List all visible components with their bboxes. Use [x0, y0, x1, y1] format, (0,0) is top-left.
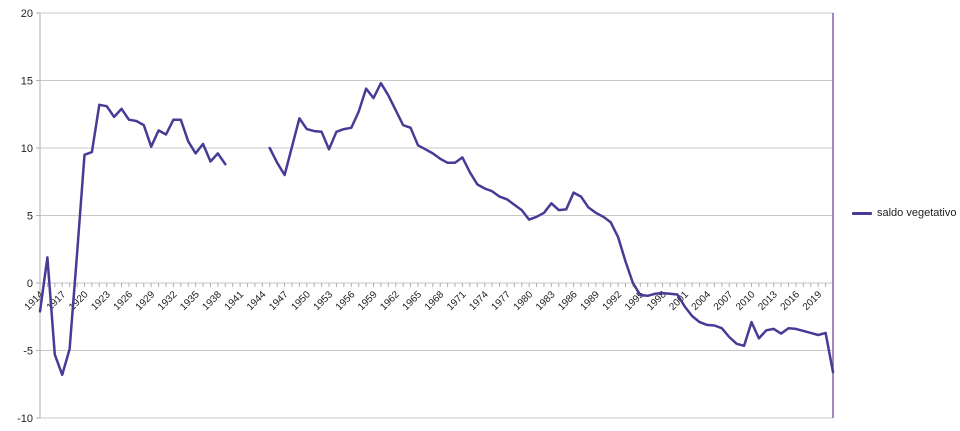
series-saldo-vegetativo-line: [38, 81, 835, 377]
x-axis-label-1941: 1941: [223, 289, 247, 313]
y-axis-label-15: 15: [21, 76, 33, 88]
x-axis-label-1947: 1947: [267, 289, 291, 313]
x-axis-label-1980: 1980: [512, 289, 536, 313]
x-axis-label-1920: 1920: [67, 289, 91, 313]
x-axis-label-1935: 1935: [178, 289, 202, 313]
x-axis-label-2007: 2007: [712, 289, 736, 313]
y-axis-label-20: 20: [21, 8, 33, 20]
y-axis-label-5: 5: [27, 211, 33, 223]
x-axis-label-1986: 1986: [556, 289, 580, 313]
legend[interactable]: saldo vegetativo: [852, 207, 957, 219]
x-axis-label-1959: 1959: [356, 289, 380, 313]
x-axis-label-1956: 1956: [334, 289, 358, 313]
x-axis-label-1974: 1974: [467, 289, 491, 313]
y-axis-label-0: 0: [27, 278, 33, 290]
y-axis-label-10: 10: [21, 143, 33, 155]
legend-line-swatch: [852, 211, 872, 215]
x-axis-label-1992: 1992: [601, 289, 625, 313]
x-axis-label-1977: 1977: [490, 289, 514, 313]
x-axis-label-1923: 1923: [89, 289, 113, 313]
x-axis-label-1989: 1989: [578, 289, 602, 313]
x-axis-label-1953: 1953: [312, 289, 336, 313]
x-axis-label-1950: 1950: [289, 289, 313, 313]
x-axis-label-2013: 2013: [756, 289, 780, 313]
y-axis-label--5: -5: [23, 346, 33, 358]
x-axis-label-2010: 2010: [734, 289, 758, 313]
y-axis-label--10: -10: [17, 413, 33, 425]
x-axis-label-1995: 1995: [623, 289, 647, 313]
x-axis-label-1932: 1932: [156, 289, 180, 313]
x-axis-label-1926: 1926: [112, 289, 136, 313]
x-axis-label-1938: 1938: [200, 289, 224, 313]
x-axis-label-2016: 2016: [779, 289, 803, 313]
x-axis-label-1917: 1917: [45, 289, 69, 313]
x-axis-label-2019: 2019: [801, 289, 825, 313]
x-axis-label-1929: 1929: [134, 289, 158, 313]
x-axis-label-2004: 2004: [690, 289, 714, 313]
x-axis-label-1983: 1983: [534, 289, 558, 313]
x-axis-label-1971: 1971: [445, 289, 469, 313]
x-axis-label-1962: 1962: [378, 289, 402, 313]
legend-label: saldo vegetativo: [877, 207, 957, 219]
x-axis-label-1968: 1968: [423, 289, 447, 313]
x-axis-label-1944: 1944: [245, 289, 269, 313]
x-axis-label-1965: 1965: [401, 289, 425, 313]
